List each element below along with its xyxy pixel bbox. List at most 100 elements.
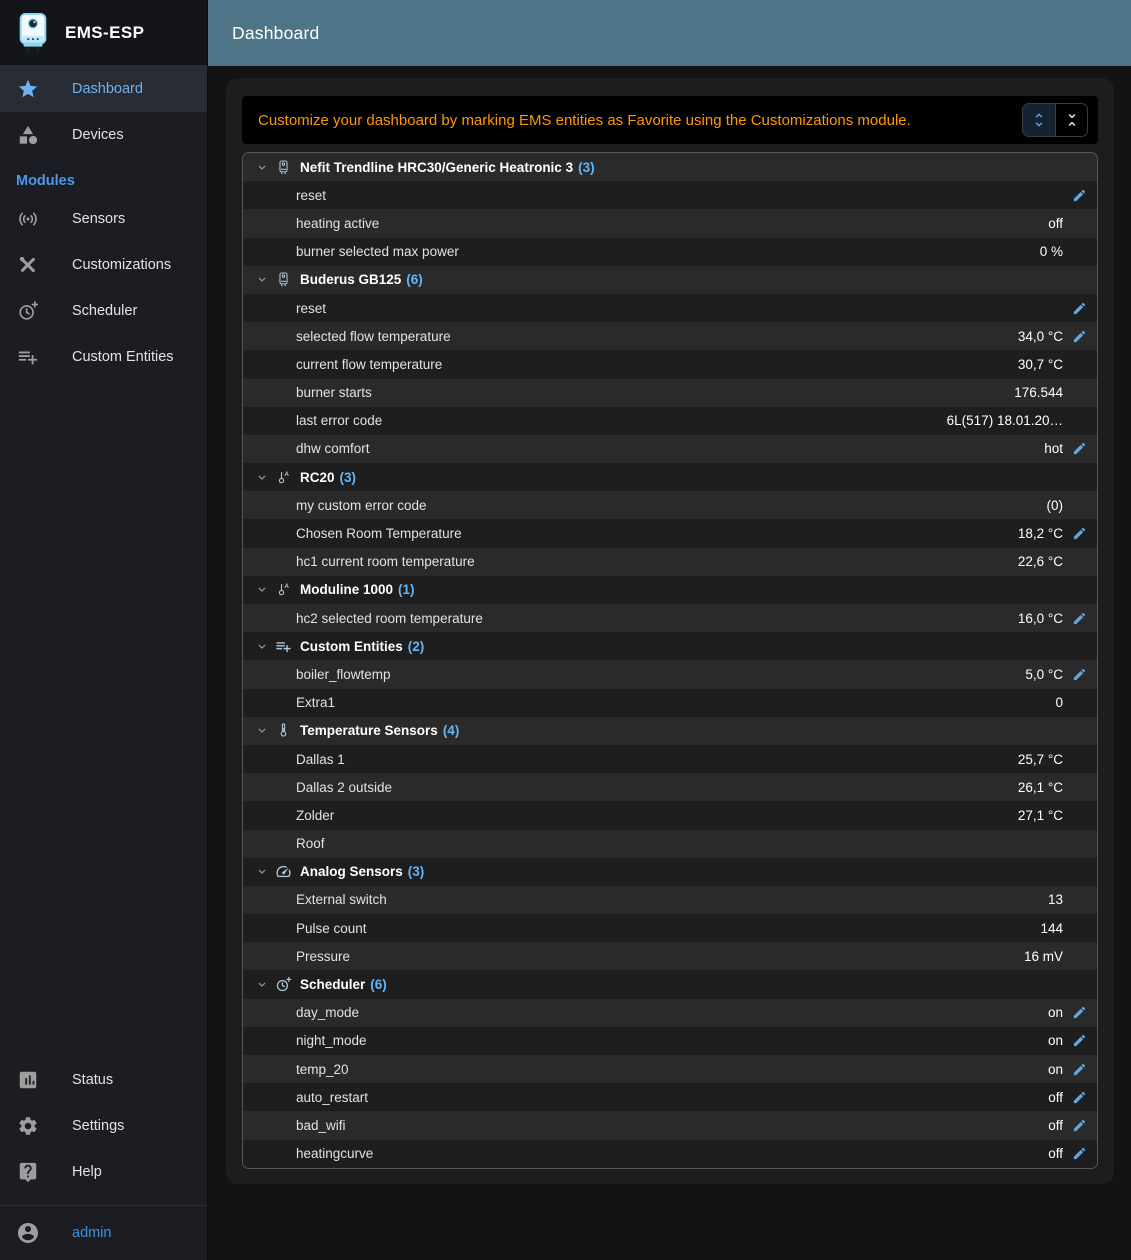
row-value: 0 % <box>1039 244 1063 260</box>
tree-row[interactable]: burner selected max power 0 % <box>243 237 1097 266</box>
edit-icon[interactable] <box>1063 610 1087 626</box>
sidebar-spacer <box>0 380 207 1057</box>
group-name: Custom Entities <box>300 638 403 654</box>
sidebar-item-label: Settings <box>72 1118 125 1134</box>
tree-row[interactable]: hc1 current room temperature 22,6 °C <box>243 547 1097 576</box>
tree-row[interactable]: heating active off <box>243 209 1097 238</box>
edit-icon[interactable] <box>1063 1061 1087 1077</box>
tree-row[interactable]: bad_wifi off <box>243 1111 1097 1140</box>
edit-icon[interactable] <box>1063 300 1087 316</box>
tree-row[interactable]: Dallas 2 outside 26,1 °C <box>243 773 1097 802</box>
row-value: 27,1 °C <box>1017 807 1063 823</box>
sidebar-item-settings[interactable]: Settings <box>0 1103 207 1149</box>
tree-row[interactable]: auto_restart off <box>243 1083 1097 1112</box>
chevron-down-icon[interactable] <box>255 160 269 174</box>
edit-icon[interactable] <box>1063 1089 1087 1105</box>
tree-row[interactable]: External switch 13 <box>243 885 1097 915</box>
sidebar-item-sensors[interactable]: Sensors <box>0 196 207 242</box>
tree-group-header[interactable]: A RC20 (3) <box>243 463 1097 492</box>
sidebar: EMS-ESP Dashboard Devices Modules Sensors… <box>0 0 208 1260</box>
sidebar-item-label: Devices <box>72 127 124 143</box>
edit-icon-slot <box>1063 385 1087 401</box>
edit-icon-slot <box>1063 836 1087 852</box>
tree-row[interactable]: reset <box>243 293 1097 323</box>
edit-icon[interactable] <box>1063 526 1087 542</box>
tree-row[interactable]: Roof <box>243 829 1097 858</box>
group-name: Analog Sensors <box>300 864 403 880</box>
tree-row[interactable]: boiler_flowtemp 5,0 °C <box>243 660 1097 689</box>
row-value: 25,7 °C <box>1017 751 1063 767</box>
chevron-down-icon[interactable] <box>255 639 269 653</box>
chevron-down-icon[interactable] <box>255 273 269 287</box>
tree-row[interactable]: Pressure 16 mV <box>243 942 1097 971</box>
tree-row[interactable]: my custom error code (0) <box>243 491 1097 520</box>
bar-chart-icon <box>16 1068 40 1092</box>
sidebar-item-devices[interactable]: Devices <box>0 112 207 158</box>
tree-row[interactable]: Chosen Room Temperature 18,2 °C <box>243 519 1097 548</box>
edit-icon[interactable] <box>1063 1033 1087 1049</box>
group-count: (6) <box>370 977 387 993</box>
tree-group-header[interactable]: Nefit Trendline HRC30/Generic Heatronic … <box>243 153 1097 182</box>
tree-row[interactable]: day_mode on <box>243 998 1097 1027</box>
tree-row[interactable]: Pulse count 144 <box>243 914 1097 943</box>
tree-row[interactable]: reset <box>243 181 1097 210</box>
edit-icon-slot <box>1063 751 1087 767</box>
edit-icon[interactable] <box>1063 187 1087 203</box>
sidebar-item-customizations[interactable]: Customizations <box>0 242 207 288</box>
sidebar-item-scheduler[interactable]: Scheduler <box>0 288 207 334</box>
tree-row[interactable]: Extra1 0 <box>243 688 1097 717</box>
edit-icon[interactable] <box>1063 1117 1087 1133</box>
customize-notice: Customize your dashboard by marking EMS … <box>242 96 1098 144</box>
chevron-down-icon[interactable] <box>255 865 269 879</box>
chevron-down-icon[interactable] <box>255 470 269 484</box>
row-label: heatingcurve <box>296 1146 374 1162</box>
row-label: Dallas 1 <box>296 751 345 767</box>
sidebar-item-label: Sensors <box>72 211 126 227</box>
edit-icon[interactable] <box>1063 666 1087 682</box>
collapse-all-button[interactable] <box>1055 104 1087 136</box>
tree-row[interactable]: night_mode on <box>243 1026 1097 1055</box>
tree-group-header[interactable]: Temperature Sensors (4) <box>243 716 1097 745</box>
group-count: (3) <box>578 159 595 175</box>
tree-row[interactable]: burner starts 176.544 <box>243 378 1097 407</box>
tree-row[interactable]: Dallas 1 25,7 °C <box>243 744 1097 774</box>
tree-row[interactable]: hc2 selected room temperature 16,0 °C <box>243 604 1097 633</box>
tree-row[interactable]: heatingcurve off <box>243 1139 1097 1168</box>
sidebar-item-label: admin <box>72 1225 112 1241</box>
row-label: hc2 selected room temperature <box>296 610 483 626</box>
chevron-down-icon[interactable] <box>255 583 269 597</box>
app-bar: Dashboard <box>208 0 1131 66</box>
sidebar-item-label: Custom Entities <box>72 349 174 365</box>
tree-group-header[interactable]: A Moduline 1000 (1) <box>243 575 1097 604</box>
entity-tree-table: Nefit Trendline HRC30/Generic Heatronic … <box>242 152 1098 1169</box>
tree-group-header[interactable]: Scheduler (6) <box>243 970 1097 999</box>
group-count: (3) <box>407 864 425 880</box>
sidebar-item-custom-entities[interactable]: Custom Entities <box>0 334 207 380</box>
tree-row[interactable]: last error code 6L(517) 18.01.20… <box>243 406 1097 435</box>
tree-row[interactable]: Zolder 27,1 °C <box>243 801 1097 830</box>
edit-icon[interactable] <box>1063 441 1087 457</box>
expand-all-button[interactable] <box>1023 104 1055 136</box>
row-label: Pressure <box>296 948 351 964</box>
edit-icon[interactable] <box>1063 1005 1087 1021</box>
edit-icon-slot <box>1063 554 1087 570</box>
tree-row[interactable]: current flow temperature 30,7 °C <box>243 350 1097 379</box>
clock-plus-icon <box>16 299 40 323</box>
edit-icon[interactable] <box>1063 1146 1087 1162</box>
edit-icon-slot <box>1063 413 1087 429</box>
sidebar-item-dashboard[interactable]: Dashboard <box>0 66 207 112</box>
sidebar-item-help[interactable]: Help <box>0 1149 207 1195</box>
edit-icon[interactable] <box>1063 328 1087 344</box>
sidebar-item-status[interactable]: Status <box>0 1057 207 1103</box>
tree-group-header[interactable]: Custom Entities (2) <box>243 632 1097 661</box>
tree-group-header[interactable]: Buderus GB125 (6) <box>243 265 1097 294</box>
chevron-down-icon[interactable] <box>255 978 269 992</box>
tree-row[interactable]: temp_20 on <box>243 1055 1097 1084</box>
edit-icon-slot <box>1063 695 1087 711</box>
sidebar-item-admin[interactable]: admin <box>0 1206 207 1260</box>
tree-row[interactable]: dhw comfort hot <box>243 434 1097 464</box>
row-label: Zolder <box>296 807 335 823</box>
tree-row[interactable]: selected flow temperature 34,0 °C <box>243 322 1097 351</box>
tree-group-header[interactable]: Analog Sensors (3) <box>243 857 1097 886</box>
chevron-down-icon[interactable] <box>255 724 269 738</box>
